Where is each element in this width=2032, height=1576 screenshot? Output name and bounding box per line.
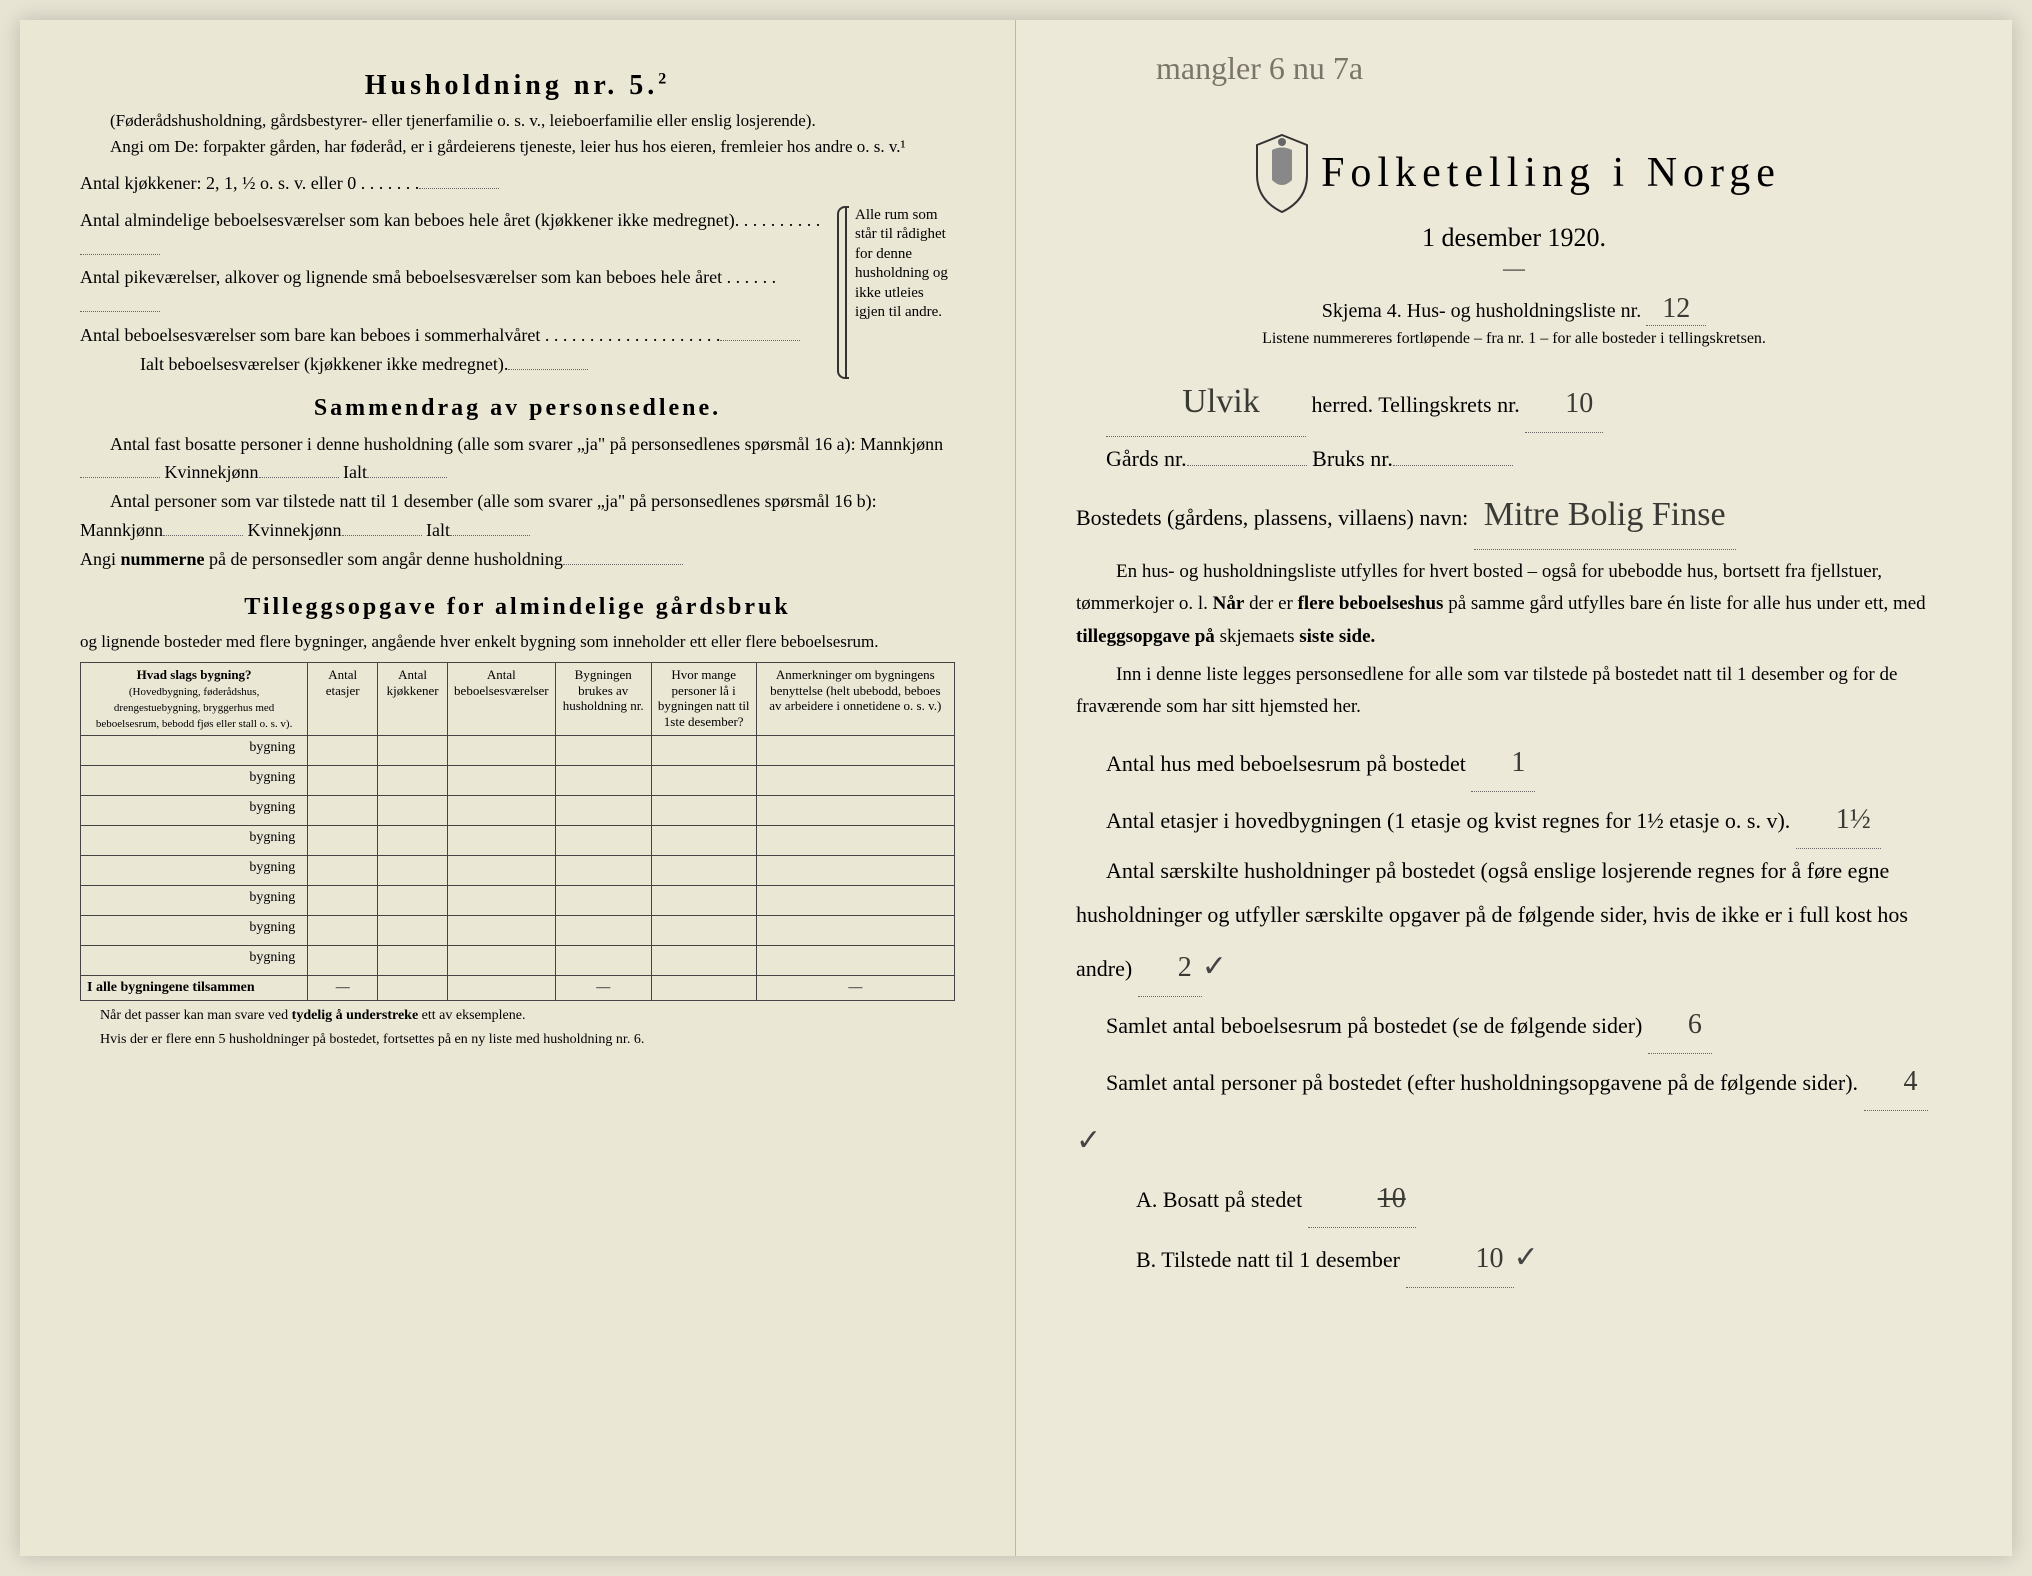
bosted-row: Bostedets (gårdens, plassens, villaens) …	[1076, 481, 1952, 550]
q1-row: Antal hus med beboelsesrum på bostedet 1	[1076, 735, 1952, 792]
qA-row: A. Bosatt på stedet 10	[1076, 1171, 1952, 1228]
date-line: 1 desember 1920.	[1076, 223, 1952, 253]
checkmark-icon: ✓	[1202, 950, 1227, 983]
instruction-para-2: Inn i denne liste legges personsedlene f…	[1076, 659, 1952, 724]
qB-value: 10	[1406, 1231, 1514, 1288]
coat-of-arms-icon	[1247, 130, 1317, 215]
q2-value: 1½	[1796, 792, 1881, 849]
summary-title: Sammendrag av personsedlene.	[80, 395, 955, 422]
heading-text: Husholdning nr. 5.	[365, 70, 659, 101]
main-title: Folketelling i Norge	[1321, 149, 1781, 197]
table-row: bygning	[81, 886, 955, 916]
q1-value: 1	[1471, 735, 1535, 792]
right-page: mangler 6 nu 7a Folketelling i Norge 1 d…	[1016, 20, 2012, 1556]
table-row: bygning	[81, 766, 955, 796]
household-heading: Husholdning nr. 5.2	[80, 70, 955, 102]
numbers-line: Angi nummerne på de personsedler som ang…	[80, 545, 955, 574]
th-building-type: Hvad slags bygning?(Hovedbygning, føderå…	[81, 663, 308, 736]
q3-value: 2	[1138, 940, 1202, 997]
schema-number: 12	[1646, 293, 1706, 326]
bosted-name: Mitre Bolig Finse	[1474, 481, 1736, 550]
th-floors: Antal etasjer	[308, 663, 378, 736]
th-kitchens: Antal kjøkkener	[378, 663, 448, 736]
rooms-bracket: Antal almindelige beboelsesværelser som …	[80, 206, 955, 379]
gards-row: Gårds nr. Bruks nr.	[1076, 437, 1952, 481]
table-row: bygning	[81, 946, 955, 976]
summary-line-1: Antal fast bosatte personer i denne hush…	[80, 430, 955, 488]
table-row: bygning	[81, 796, 955, 826]
instruction-para-1: En hus- og husholdningsliste utfylles fo…	[1076, 556, 1952, 653]
supplement-title: Tilleggsopgave for almindelige gårdsbruk	[80, 594, 955, 621]
herred-value: Ulvik	[1106, 368, 1306, 437]
th-household: Bygningen brukes av husholdning nr.	[555, 663, 651, 736]
checkmark-icon: ✓	[1076, 1124, 1101, 1157]
th-persons: Hvor mange personer lå i bygningen natt …	[651, 663, 756, 736]
table-row: bygning	[81, 856, 955, 886]
room-total: Ialt beboelsesværelser (kjøkkener ikke m…	[80, 350, 845, 379]
heading-sup: 2	[658, 71, 670, 88]
qB-row: B. Tilstede natt til 1 desember 10✓	[1076, 1228, 1952, 1288]
footnote-1: Når det passer kan man svare ved tydelig…	[80, 1007, 955, 1025]
q5-row: Samlet antal personer på bostedet (efter…	[1076, 1054, 1952, 1171]
document-spread: Husholdning nr. 5.2 (Føderådshusholdning…	[20, 20, 2012, 1556]
room-line-3: Antal beboelsesværelser som bare kan beb…	[80, 321, 845, 350]
q4-row: Samlet antal beboelsesrum på bostedet (s…	[1076, 997, 1952, 1054]
left-page: Husholdning nr. 5.2 (Føderådshusholdning…	[20, 20, 1016, 1556]
table-header-row: Hvad slags bygning?(Hovedbygning, føderå…	[81, 663, 955, 736]
q4-value: 6	[1648, 997, 1712, 1054]
decoration: ⸺	[1076, 259, 1952, 279]
q3-row: Antal særskilte husholdninger på bostede…	[1076, 849, 1952, 997]
schema-line: Skjema 4. Hus- og husholdningsliste nr. …	[1076, 293, 1952, 326]
kitchen-line: Antal kjøkkener: 2, 1, ½ o. s. v. eller …	[80, 169, 955, 198]
krets-number: 10	[1525, 376, 1603, 433]
table-row: bygning	[81, 916, 955, 946]
th-remarks: Anmerkninger om bygningens benyttelse (h…	[756, 663, 954, 736]
title-block: Folketelling i Norge	[1076, 130, 1952, 215]
checkmark-icon: ✓	[1514, 1241, 1539, 1274]
th-rooms: Antal beboelsesværelser	[448, 663, 556, 736]
table-row: bygning	[81, 736, 955, 766]
table-total-row: I alle bygningene tilsammen———	[81, 976, 955, 1001]
room-line-1: Antal almindelige beboelsesværelser som …	[80, 206, 845, 264]
intro-2: Angi om De: forpakter gården, har føderå…	[80, 134, 955, 160]
herred-row: Ulvik herred. Tellingskrets nr. 10	[1076, 368, 1952, 437]
intro-1: (Føderådshusholdning, gårdsbestyrer- ell…	[80, 108, 955, 134]
qA-value: 10	[1308, 1171, 1416, 1228]
q2-row: Antal etasjer i hovedbygningen (1 etasje…	[1076, 792, 1952, 849]
numbering-note: Listene nummereres fortløpende – fra nr.…	[1076, 330, 1952, 348]
bracket-note: Alle rum som står til rådighet for denne…	[845, 206, 955, 379]
q5-value: 4	[1864, 1054, 1928, 1111]
table-row: bygning	[81, 826, 955, 856]
summary-line-2: Antal personer som var tilstede natt til…	[80, 487, 955, 545]
building-table: Hvad slags bygning?(Hovedbygning, føderå…	[80, 662, 955, 1001]
supplement-intro: og lignende bosteder med flere bygninger…	[80, 629, 955, 655]
room-line-2: Antal pikeværelser, alkover og lignende …	[80, 263, 845, 321]
margin-handwriting: mangler 6 nu 7a	[1156, 50, 1363, 87]
footnote-2: Hvis der er flere enn 5 husholdninger på…	[80, 1031, 955, 1049]
